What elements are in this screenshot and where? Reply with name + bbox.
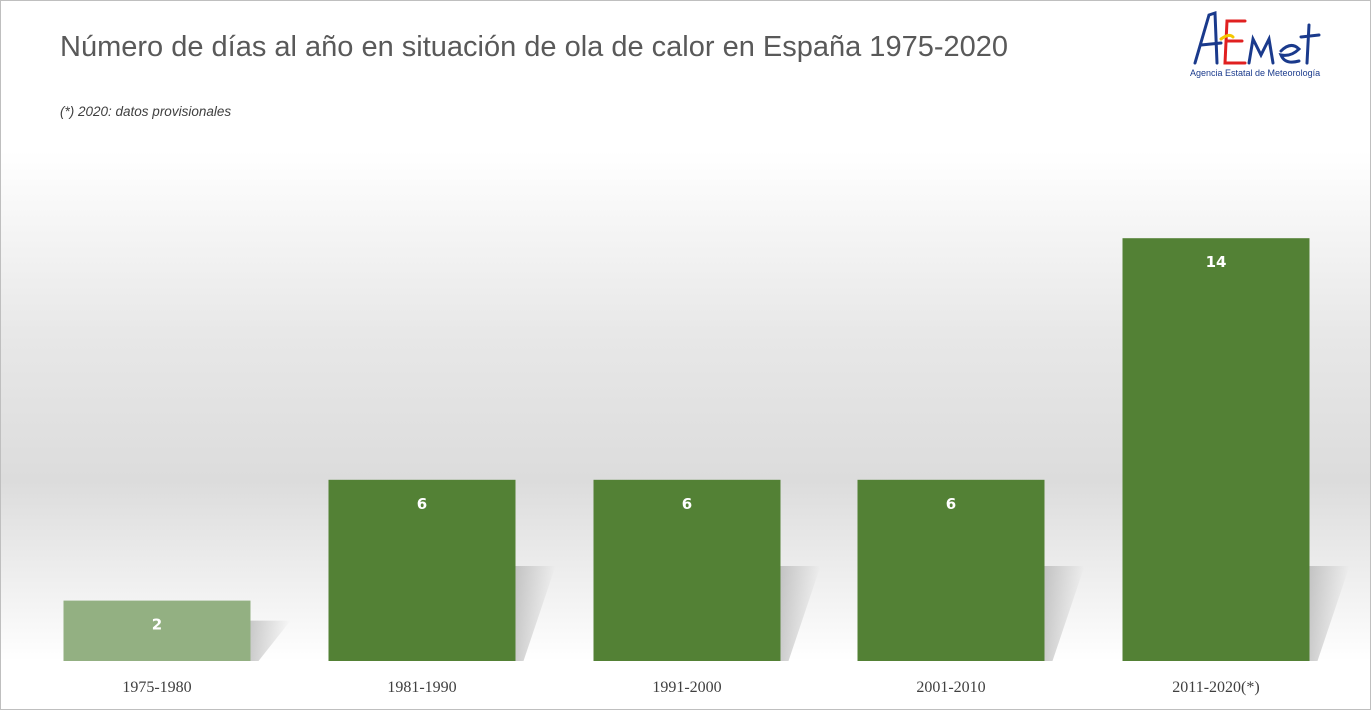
x-tick-label-1975-1980: 1975-1980	[122, 679, 191, 696]
bar-1991-2000	[593, 479, 781, 661]
logo-accent	[1219, 33, 1235, 41]
x-tick-label-2011-2020(*): 2011-2020(*)	[1172, 679, 1259, 696]
bar-1981-1990	[328, 479, 516, 661]
x-tick-label-1991-2000: 1991-2000	[652, 679, 721, 696]
chart-subtitle: (*) 2020: datos provisionales	[60, 104, 232, 119]
logo-letter-e	[1223, 19, 1247, 65]
bar-shadow	[250, 620, 291, 661]
data-label-1991-2000: 6	[682, 495, 692, 513]
bar-shadow	[1309, 566, 1350, 661]
bar-2011-2020(*)	[1122, 238, 1310, 661]
bar-shadow	[515, 566, 556, 661]
bar-2001-2010	[857, 479, 1045, 661]
data-label-1981-1990: 6	[417, 495, 427, 513]
aemet-logo	[1193, 10, 1321, 65]
bar-1975-1980	[63, 600, 251, 661]
data-label-2011-2020(*): 14	[1206, 253, 1227, 271]
bar-shadow	[1044, 566, 1085, 661]
logo-tagline: Agencia Estatal de Meteorología	[1190, 68, 1321, 78]
chart-title: Número de días al año en situación de ol…	[60, 31, 1008, 63]
logo-letters-met	[1247, 23, 1321, 65]
data-label-1975-1980: 2	[152, 616, 162, 634]
data-label-2001-2010: 6	[946, 495, 956, 513]
x-tick-label-2001-2010: 2001-2010	[916, 679, 985, 696]
bar-shadow	[780, 566, 821, 661]
x-tick-label-1981-1990: 1981-1990	[387, 679, 456, 696]
logo-letter-a	[1193, 10, 1223, 65]
